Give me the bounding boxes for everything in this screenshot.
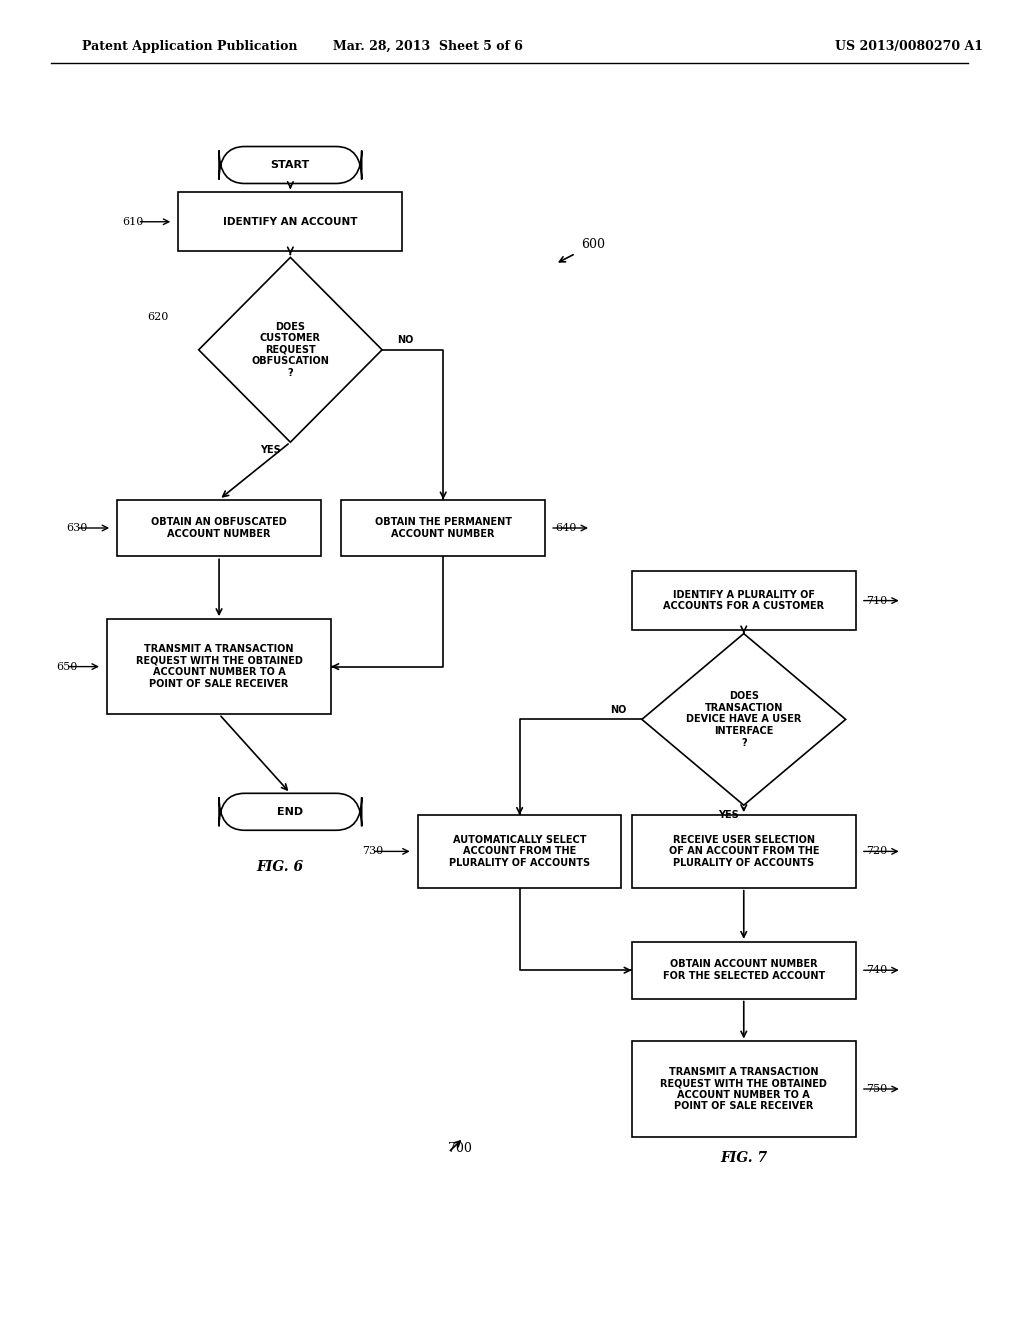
FancyBboxPatch shape — [341, 499, 545, 557]
Text: IDENTIFY A PLURALITY OF
ACCOUNTS FOR A CUSTOMER: IDENTIFY A PLURALITY OF ACCOUNTS FOR A C… — [664, 590, 824, 611]
Text: FIG. 6: FIG. 6 — [257, 861, 304, 874]
Text: TRANSMIT A TRANSACTION
REQUEST WITH THE OBTAINED
ACCOUNT NUMBER TO A
POINT OF SA: TRANSMIT A TRANSACTION REQUEST WITH THE … — [660, 1067, 827, 1111]
Text: 630: 630 — [67, 523, 88, 533]
Text: AUTOMATICALLY SELECT
ACCOUNT FROM THE
PLURALITY OF ACCOUNTS: AUTOMATICALLY SELECT ACCOUNT FROM THE PL… — [450, 834, 590, 869]
Text: RECEIVE USER SELECTION
OF AN ACCOUNT FROM THE
PLURALITY OF ACCOUNTS: RECEIVE USER SELECTION OF AN ACCOUNT FRO… — [669, 834, 819, 869]
Text: 720: 720 — [866, 846, 887, 857]
FancyBboxPatch shape — [117, 499, 321, 557]
FancyBboxPatch shape — [219, 793, 361, 830]
Text: 700: 700 — [449, 1142, 472, 1155]
Polygon shape — [199, 257, 382, 442]
Text: FIG. 7: FIG. 7 — [720, 1151, 767, 1164]
Text: START: START — [270, 160, 310, 170]
FancyBboxPatch shape — [632, 570, 856, 630]
FancyBboxPatch shape — [632, 1041, 856, 1137]
Text: IDENTIFY AN ACCOUNT: IDENTIFY AN ACCOUNT — [223, 216, 357, 227]
Text: OBTAIN ACCOUNT NUMBER
FOR THE SELECTED ACCOUNT: OBTAIN ACCOUNT NUMBER FOR THE SELECTED A… — [663, 960, 825, 981]
Text: 710: 710 — [866, 595, 887, 606]
Text: 620: 620 — [147, 312, 169, 322]
Text: 650: 650 — [56, 661, 78, 672]
Text: TRANSMIT A TRANSACTION
REQUEST WITH THE OBTAINED
ACCOUNT NUMBER TO A
POINT OF SA: TRANSMIT A TRANSACTION REQUEST WITH THE … — [135, 644, 302, 689]
Text: 610: 610 — [122, 216, 143, 227]
Text: 730: 730 — [361, 846, 383, 857]
Text: DOES
CUSTOMER
REQUEST
OBFUSCATION
?: DOES CUSTOMER REQUEST OBFUSCATION ? — [252, 322, 330, 378]
Text: YES: YES — [260, 445, 281, 455]
Text: DOES
TRANSACTION
DEVICE HAVE A USER
INTERFACE
?: DOES TRANSACTION DEVICE HAVE A USER INTE… — [686, 692, 802, 747]
FancyBboxPatch shape — [632, 816, 856, 888]
Polygon shape — [642, 634, 846, 805]
Text: Patent Application Publication: Patent Application Publication — [82, 40, 297, 53]
Text: OBTAIN THE PERMANENT
ACCOUNT NUMBER: OBTAIN THE PERMANENT ACCOUNT NUMBER — [375, 517, 512, 539]
Text: Mar. 28, 2013  Sheet 5 of 6: Mar. 28, 2013 Sheet 5 of 6 — [333, 40, 523, 53]
FancyBboxPatch shape — [178, 191, 402, 251]
Text: END: END — [278, 807, 303, 817]
FancyBboxPatch shape — [106, 619, 331, 714]
Text: 640: 640 — [555, 523, 577, 533]
Text: NO: NO — [397, 335, 414, 346]
Text: OBTAIN AN OBFUSCATED
ACCOUNT NUMBER: OBTAIN AN OBFUSCATED ACCOUNT NUMBER — [152, 517, 287, 539]
Text: US 2013/0080270 A1: US 2013/0080270 A1 — [836, 40, 983, 53]
FancyBboxPatch shape — [219, 147, 361, 183]
FancyBboxPatch shape — [632, 942, 856, 998]
Text: 750: 750 — [866, 1084, 887, 1094]
FancyBboxPatch shape — [418, 816, 622, 888]
Text: 740: 740 — [866, 965, 887, 975]
Text: YES: YES — [718, 810, 739, 821]
Text: 600: 600 — [581, 238, 605, 251]
Text: NO: NO — [610, 705, 627, 715]
